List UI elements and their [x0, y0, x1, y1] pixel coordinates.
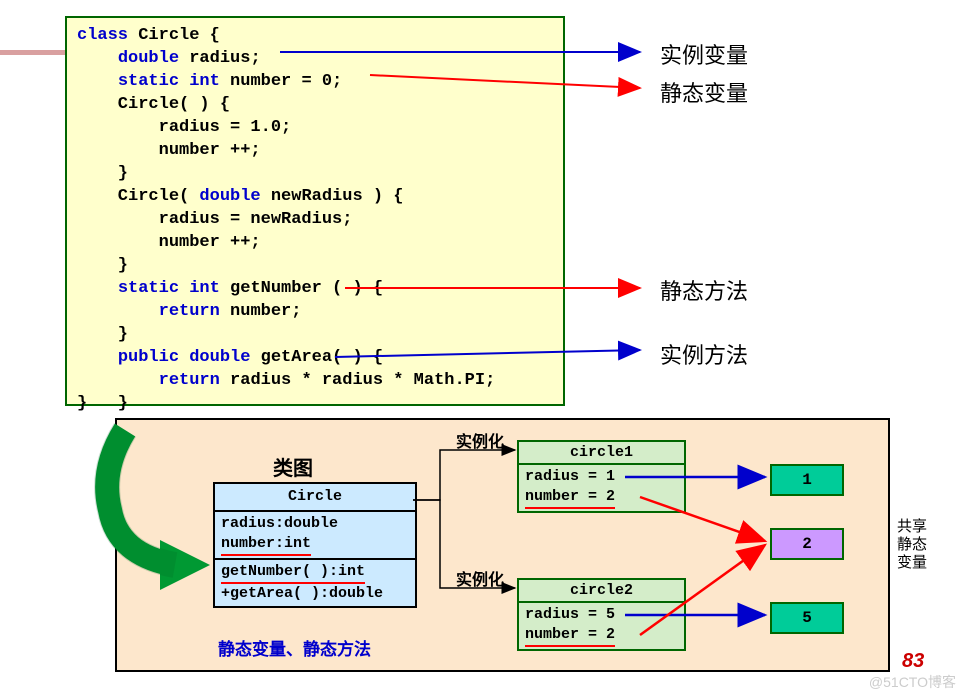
object-circle2: circle2radius = 5number = 2 [517, 578, 686, 651]
code-block: class Circle { double radius; static int… [65, 16, 565, 406]
value-box-2: 2 [770, 528, 844, 560]
shared-static-label: 共享 静态 变量 [897, 518, 927, 572]
instantiate-label-2: 实例化 [456, 566, 504, 590]
object-circle1: circle1radius = 1number = 2 [517, 440, 686, 513]
page-number: 83 [902, 650, 924, 673]
decorative-bar [0, 50, 68, 55]
uml-class: Circleradius:doublenumber:intgetNumber( … [213, 482, 417, 608]
class-diagram-title: 类图 [273, 452, 313, 481]
static-note: 静态变量、静态方法 [218, 635, 371, 660]
label-instance-var: 实例变量 [660, 38, 748, 70]
label-instance-method: 实例方法 [660, 338, 748, 370]
watermark: @51CTO博客 [869, 672, 956, 692]
label-static-method: 静态方法 [660, 274, 748, 306]
label-static-var: 静态变量 [660, 76, 748, 108]
instantiate-label-1: 实例化 [456, 428, 504, 452]
value-box-3: 5 [770, 602, 844, 634]
value-box-1: 1 [770, 464, 844, 496]
